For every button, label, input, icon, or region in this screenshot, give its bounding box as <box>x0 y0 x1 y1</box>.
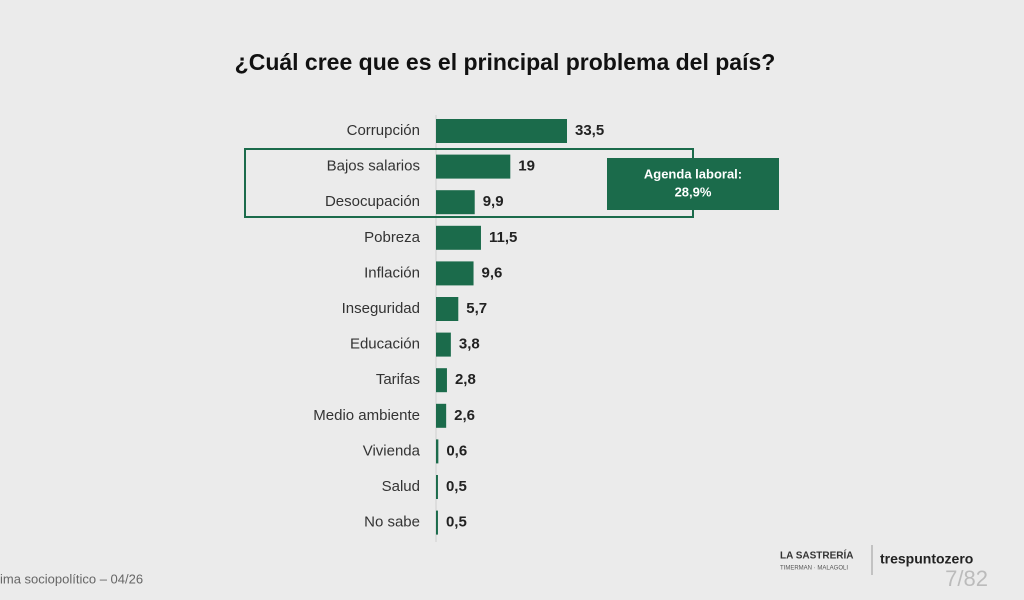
category-label: Corrupción <box>347 122 420 139</box>
value-label: 9,6 <box>482 264 503 281</box>
value-label: 5,7 <box>466 300 487 317</box>
category-label: Tarifas <box>376 371 420 388</box>
bar <box>436 190 475 215</box>
category-label: Vivienda <box>363 442 421 459</box>
logo-sub: TIMERMAN · MALAGOLI <box>780 566 848 572</box>
logo: LA SASTRERÍA <box>780 549 854 562</box>
annotation: 28,9% <box>675 184 712 199</box>
bar <box>436 403 447 428</box>
annotation: Agenda laboral: <box>644 166 742 181</box>
category-label: Desocupación <box>325 193 420 210</box>
value-label: 11,5 <box>489 229 517 246</box>
annotation-box <box>607 158 779 210</box>
category-label: Educación <box>350 336 420 353</box>
value-label: 0,5 <box>446 514 467 531</box>
value-label: 9,9 <box>483 193 504 210</box>
value-label: 2,8 <box>455 371 476 388</box>
category-label: Pobreza <box>364 229 421 246</box>
footer-source: ima sociopolítico – 04/26 <box>0 571 143 586</box>
bar <box>436 154 511 179</box>
bar <box>436 475 438 499</box>
logo: trespuntozero <box>880 551 973 567</box>
value-label: 19 <box>518 158 535 175</box>
category-label: Inflación <box>364 264 420 281</box>
value-label: 2,6 <box>454 407 475 424</box>
value-label: 3,8 <box>459 336 480 353</box>
bar <box>436 368 447 393</box>
value-label: 0,6 <box>446 442 467 459</box>
bar <box>436 119 567 143</box>
bar <box>436 225 481 250</box>
bar <box>436 510 438 535</box>
category-label: Medio ambiente <box>313 407 420 424</box>
bar <box>436 332 451 357</box>
bar <box>436 439 439 464</box>
bar <box>436 261 474 286</box>
category-label: Salud <box>382 478 420 495</box>
page-number: 7/82 <box>945 566 988 591</box>
bar <box>436 297 459 321</box>
category-label: No sabe <box>364 514 420 531</box>
value-label: 33,5 <box>575 122 604 139</box>
chart-title: ¿Cuál cree que es el principal problema … <box>235 49 776 75</box>
value-label: 0,5 <box>446 478 467 495</box>
category-label: Bajos salarios <box>327 158 420 175</box>
category-label: Inseguridad <box>342 300 420 317</box>
